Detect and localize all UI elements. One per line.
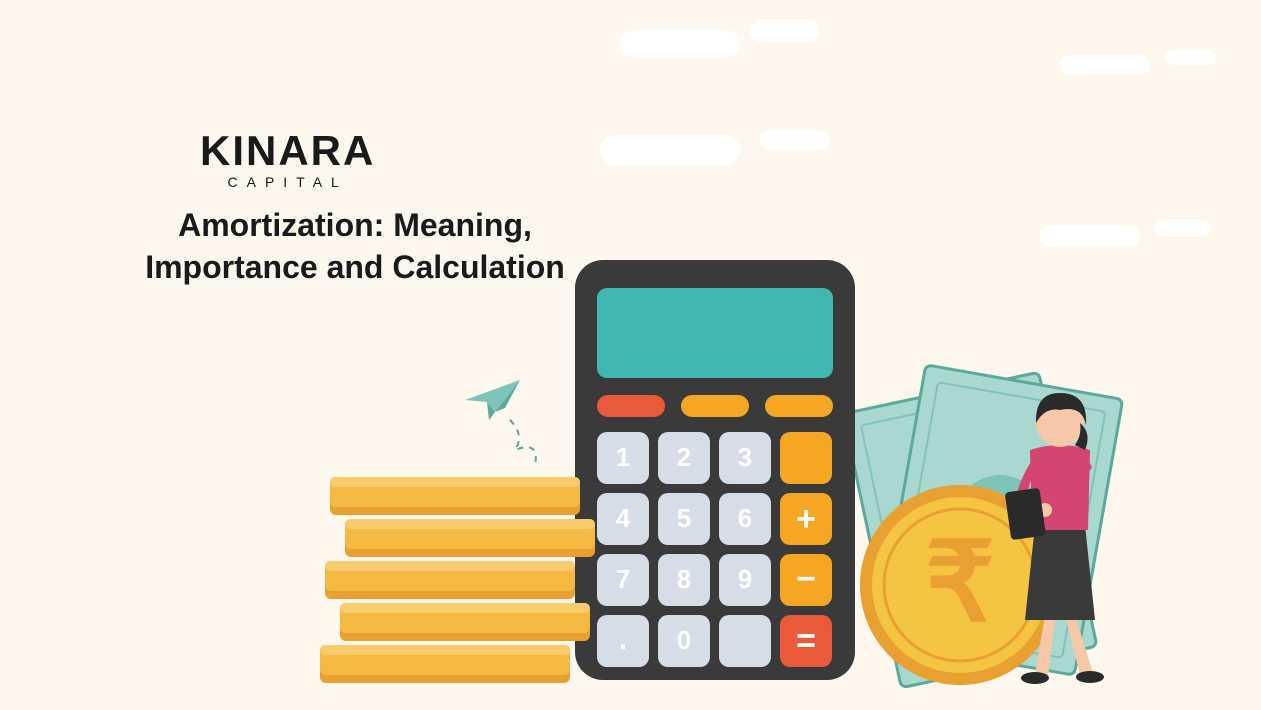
cloud-decoration bbox=[1165, 50, 1215, 65]
svg-text:1: 1 bbox=[616, 442, 630, 472]
svg-text:7: 7 bbox=[616, 564, 630, 594]
svg-text:3: 3 bbox=[738, 442, 752, 472]
coin-stack-icon bbox=[320, 477, 595, 683]
cloud-decoration bbox=[1040, 225, 1140, 247]
cloud-decoration bbox=[1155, 220, 1210, 236]
svg-text:=: = bbox=[796, 622, 816, 660]
cloud-decoration bbox=[750, 20, 820, 42]
cloud-decoration bbox=[620, 30, 740, 58]
svg-text:8: 8 bbox=[677, 564, 691, 594]
calculator-icon: 1 2 3 4 5 6 + 7 8 9 − . 0 = bbox=[575, 260, 855, 680]
svg-text:2: 2 bbox=[677, 442, 691, 472]
cloud-decoration bbox=[600, 135, 740, 165]
finance-illustration: ₹ 1 2 3 4 5 6 + 7 8 9 − . 0 = bbox=[300, 260, 1130, 710]
headline-line1: Amortization: Meaning, bbox=[105, 205, 605, 247]
cloud-decoration bbox=[760, 130, 830, 150]
svg-text:9: 9 bbox=[738, 564, 752, 594]
logo-main-text: KINARA bbox=[200, 130, 375, 172]
svg-text:0: 0 bbox=[677, 625, 691, 655]
logo-sub-text: CAPITAL bbox=[200, 174, 375, 190]
cloud-decoration bbox=[1060, 55, 1150, 75]
svg-text:4: 4 bbox=[616, 503, 631, 533]
svg-text:5: 5 bbox=[677, 503, 691, 533]
svg-text:.: . bbox=[619, 623, 627, 656]
svg-text:−: − bbox=[796, 560, 816, 598]
svg-text:₹: ₹ bbox=[925, 521, 995, 644]
brand-logo: KINARA CAPITAL bbox=[200, 130, 375, 190]
paper-plane-icon bbox=[465, 380, 536, 465]
svg-text:6: 6 bbox=[738, 503, 752, 533]
svg-text:+: + bbox=[796, 500, 816, 538]
